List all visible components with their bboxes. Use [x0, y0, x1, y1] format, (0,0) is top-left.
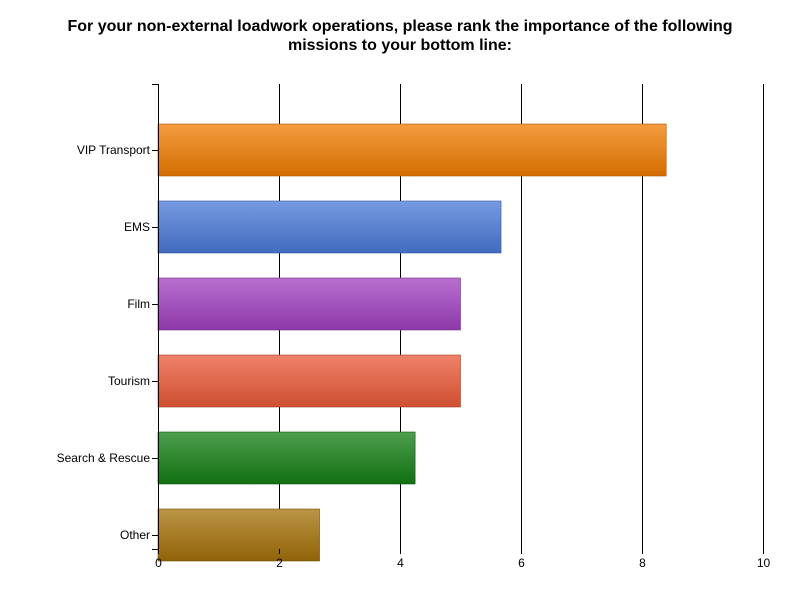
y-category-label: EMS	[124, 220, 150, 234]
x-tick-labels: 0 2 4 6 8 10	[155, 556, 770, 570]
x-tick-label: 4	[397, 556, 404, 570]
x-tick-label: 10	[757, 556, 771, 570]
x-tick-label: 0	[155, 556, 162, 570]
bar-tourism	[157, 354, 461, 408]
x-tick-label: 6	[518, 556, 525, 570]
bars	[157, 123, 667, 562]
bar-other	[157, 508, 320, 562]
y-category-label: Search & Rescue	[57, 451, 151, 465]
chart-title: For your non-external loadwork operation…	[0, 17, 800, 55]
bar-vip-transport	[157, 123, 667, 177]
y-category-labels: VIP Transport EMS Film Tourism Search & Resc…	[57, 143, 151, 542]
chart-title-line-1: For your non-external loadwork operation…	[67, 18, 733, 35]
x-tick-label: 8	[639, 556, 646, 570]
chart-title-line-2: missions to your bottom line:	[287, 37, 512, 54]
y-category-label: Other	[120, 528, 150, 542]
bar-search-rescue	[157, 431, 416, 485]
bar-ems	[157, 200, 502, 254]
y-category-label: Film	[127, 297, 150, 311]
bar-film	[157, 277, 461, 331]
axes	[152, 84, 764, 554]
y-category-label: Tourism	[108, 374, 150, 388]
y-category-label: VIP Transport	[77, 143, 151, 157]
x-tick-label: 2	[276, 556, 283, 570]
